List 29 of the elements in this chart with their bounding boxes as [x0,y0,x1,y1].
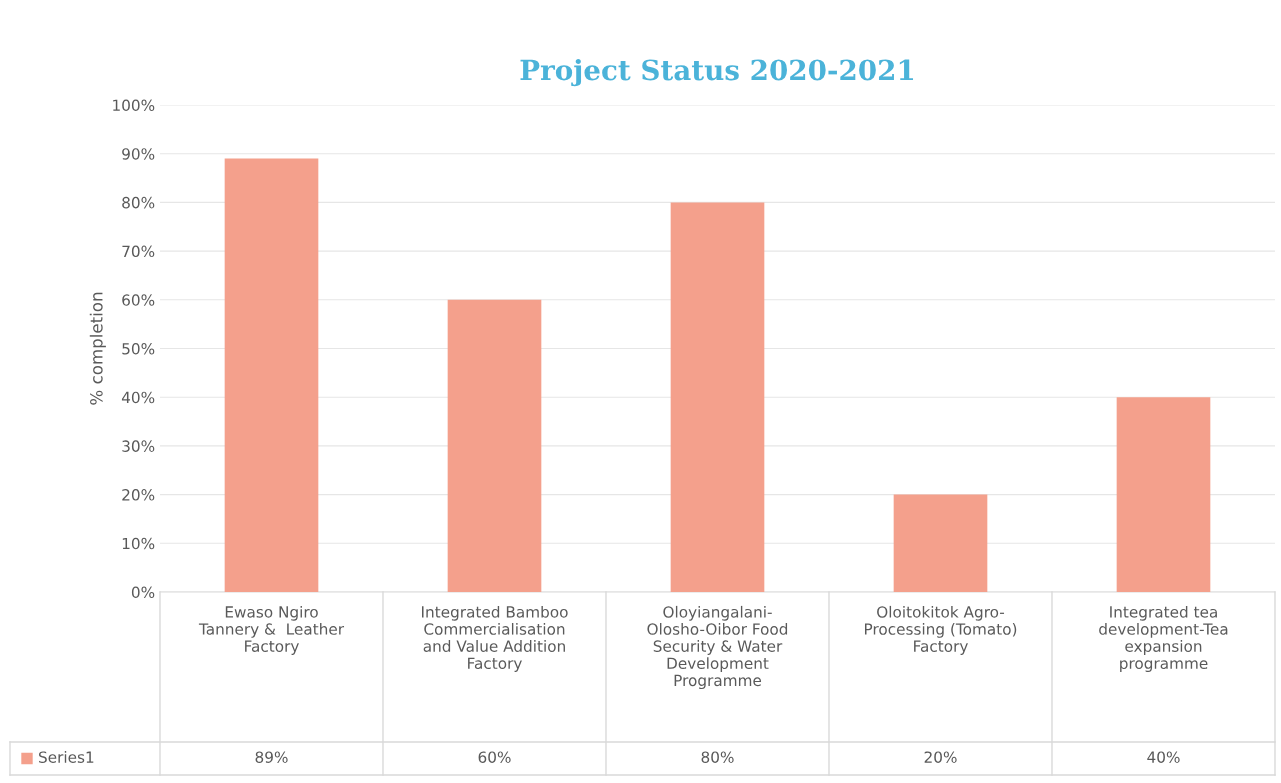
y-tick-label: 70% [122,245,155,258]
bar [224,158,319,592]
x-tick-label: Oloyiangalani- Olosho-Oibor Food Security & Water Development Programme [647,605,788,690]
x-tick-label: Integrated tea development-Tea expansion programme [1099,605,1228,672]
y-tick-label: 50% [122,342,155,355]
chart-title: Project Status 2020-2021 [520,58,914,87]
y-tick-label: 80% [122,196,155,209]
legend-label: Series1 [39,751,94,763]
data-label: 80% [701,751,734,763]
data-label: 40% [1147,751,1180,763]
y-tick-label: 90% [122,148,155,160]
y-axis-title: % completion [89,292,106,405]
x-tick-label: Ewaso Ngiro Tannery & Leather Factory [198,605,345,655]
y-tick-label: 60% [122,294,155,306]
y-tick-label: 10% [122,537,155,550]
bar [893,494,988,592]
y-tick-label: 0% [131,586,155,599]
data-label: 60% [478,751,511,763]
data-label: 89% [255,751,288,763]
y-tick-label: 100% [113,99,155,112]
y-tick-label: 40% [121,391,155,404]
data-label: 20% [924,751,957,763]
bar [447,299,542,592]
y-tick-label: 20% [122,489,155,501]
x-tick-label: Oloitokitok Agro- Processing (Tomato) Factory [864,605,1017,655]
bar [1116,397,1211,592]
bar [670,202,765,592]
x-tick-label: Integrated Bamboo Commercialisation and Value Addition Factory [422,605,568,672]
y-tick-label: 30% [122,440,155,452]
